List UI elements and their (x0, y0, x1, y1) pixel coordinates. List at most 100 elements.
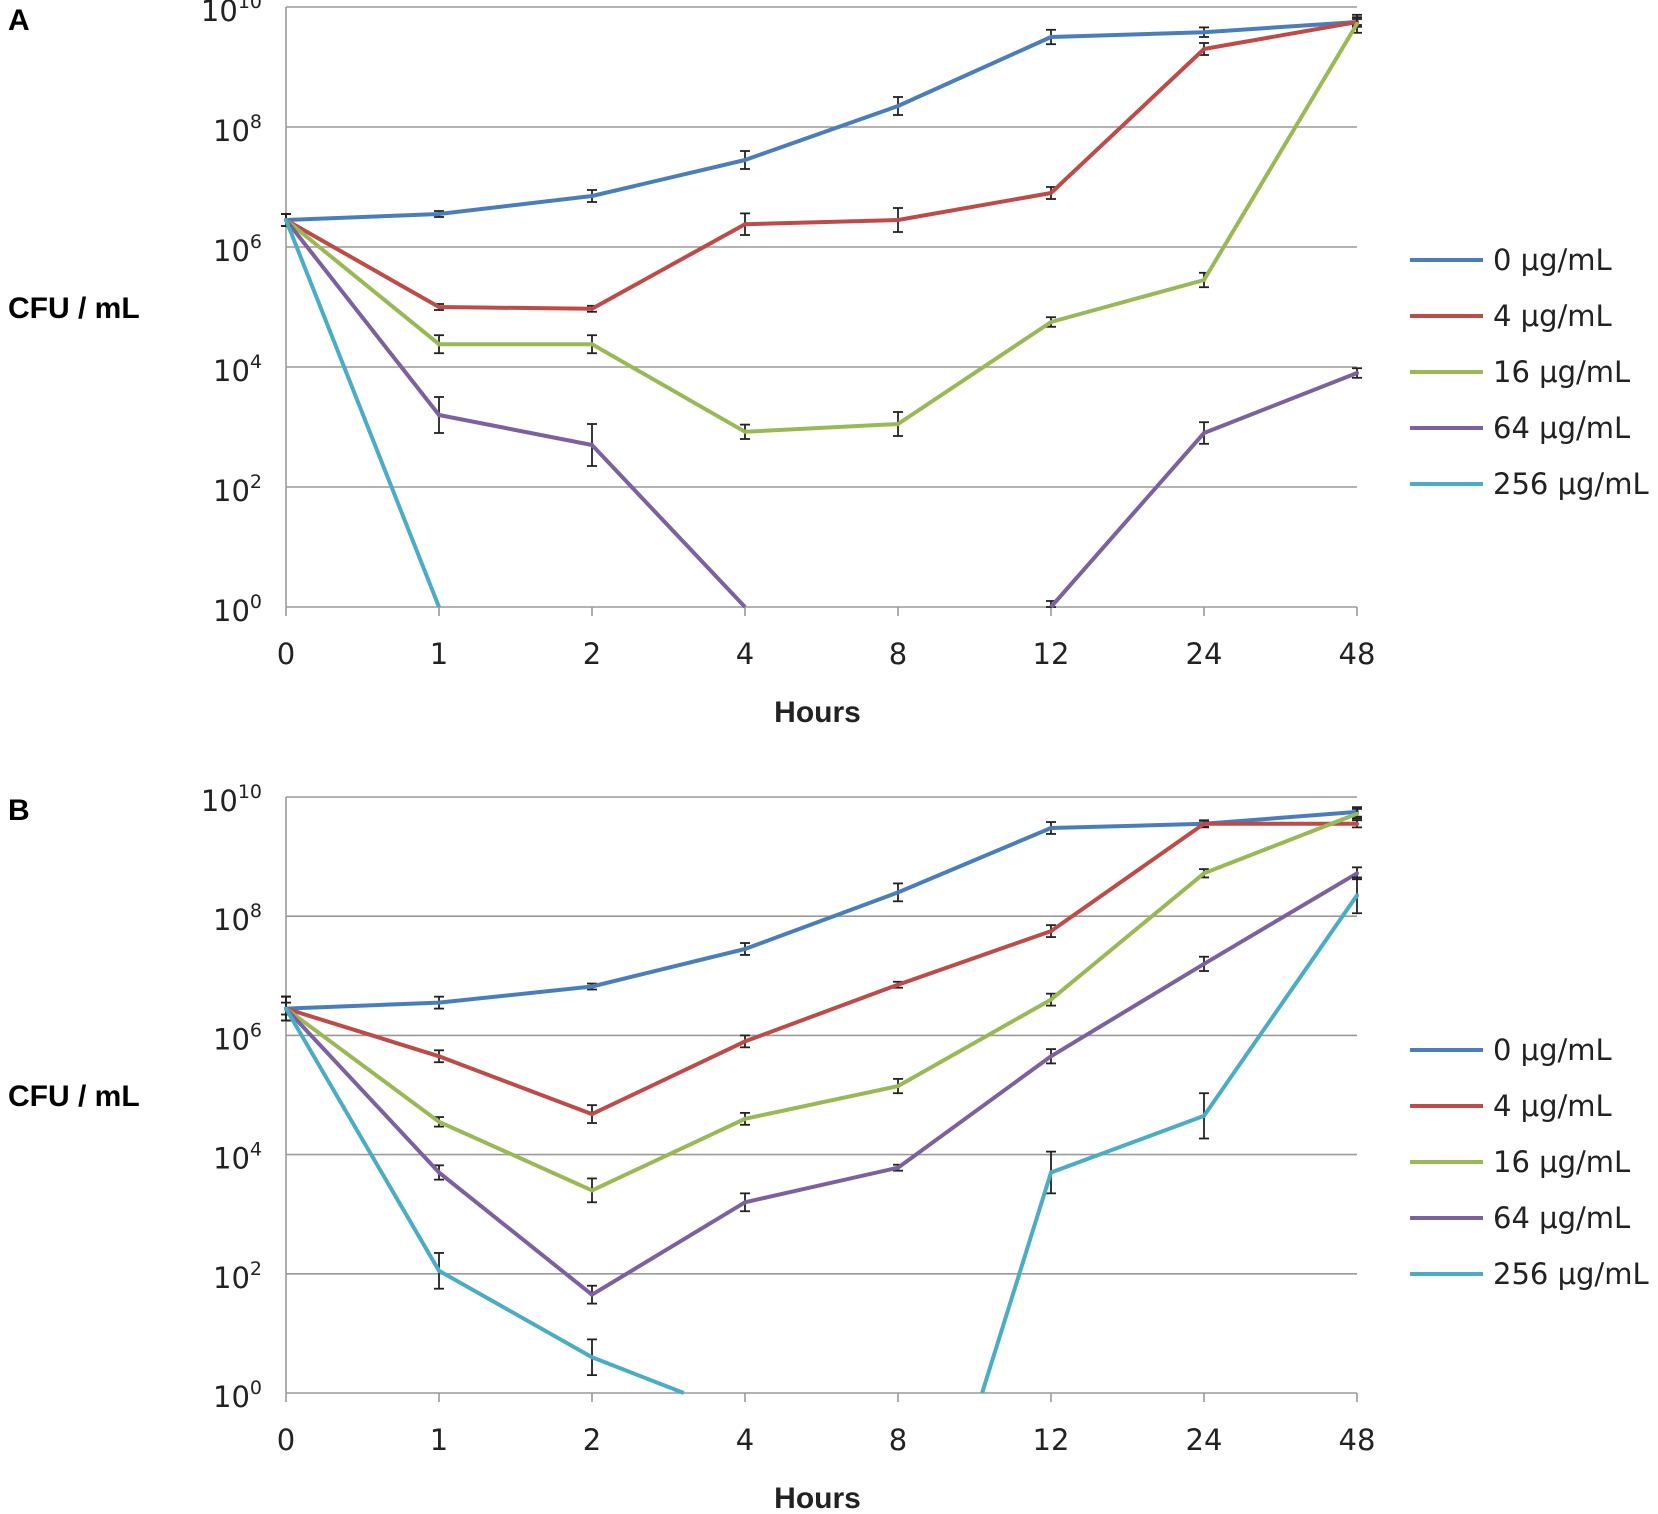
y-tick-label: 106 (213, 1019, 262, 1056)
data-point (590, 1355, 594, 1360)
series-4 (281, 213, 441, 608)
series-line (285, 20, 1358, 311)
data-point (896, 218, 900, 222)
x-tick-label: 48 (1339, 1423, 1376, 1457)
y-tick-label: 108 (213, 111, 262, 148)
x-tick-label: 8 (889, 1423, 907, 1457)
series-line (285, 821, 1357, 1117)
data-point (437, 342, 441, 347)
series-line (284, 22, 1359, 434)
data-point (590, 1292, 594, 1297)
legend-label: 256 μg/mL (1493, 1257, 1649, 1291)
x-tick-label: 12 (1033, 637, 1070, 671)
x-tick-label: 24 (1186, 637, 1223, 671)
y-tick-label: 102 (213, 1258, 262, 1295)
x-tick-label: 4 (736, 637, 754, 671)
data-point (896, 982, 900, 987)
legend-label: 256 μg/mL (1493, 467, 1649, 501)
data-point (1355, 821, 1359, 826)
series-line (284, 219, 441, 608)
x-axis-title: Hours (774, 1482, 861, 1514)
legend-label: 64 μg/mL (1493, 1201, 1630, 1235)
data-point (896, 1165, 900, 1170)
data-point (590, 194, 594, 198)
data-point (590, 1112, 594, 1117)
data-point (1049, 1170, 1053, 1175)
data-point (590, 342, 594, 347)
data-point (1049, 191, 1053, 195)
y-tick-label: 1010 (201, 0, 262, 28)
x-tick-label: 1 (430, 637, 448, 671)
data-point (1202, 1113, 1206, 1118)
series-0 (281, 806, 1362, 1016)
data-point (437, 1054, 441, 1059)
data-point (743, 158, 747, 162)
series-2 (281, 808, 1362, 1204)
data-point (1355, 21, 1359, 26)
data-point (743, 946, 747, 951)
data-point (1049, 825, 1053, 830)
series-2 (281, 13, 1362, 440)
legend-label: 16 μg/mL (1493, 355, 1630, 389)
data-point (590, 443, 594, 447)
x-tick-label: 24 (1186, 1423, 1223, 1457)
data-point (590, 1188, 594, 1193)
data-point (1202, 821, 1206, 826)
data-point (1049, 1054, 1053, 1059)
series-line (284, 871, 1359, 1297)
series-line (980, 894, 1359, 1394)
data-point (437, 1170, 441, 1175)
data-point (1049, 320, 1053, 324)
data-point (896, 1084, 900, 1089)
data-point (1049, 929, 1053, 934)
series-1 (281, 16, 1362, 313)
data-point (1049, 35, 1053, 39)
data-point (1202, 30, 1206, 35)
y-tick-label: 108 (213, 900, 262, 937)
x-tick-label: 0 (277, 1423, 295, 1457)
x-tick-label: 12 (1033, 1423, 1070, 1457)
data-point (1355, 811, 1359, 816)
series-line (284, 811, 1358, 1193)
data-point (1355, 871, 1359, 876)
x-tick-label: 2 (583, 637, 601, 671)
y-tick-label: 106 (213, 231, 262, 268)
series-line (285, 809, 1358, 1011)
y-tick-label: 1010 (201, 781, 262, 818)
y-tick-label: 100 (213, 1377, 262, 1414)
y-tick-label: 104 (213, 1139, 262, 1176)
data-point (590, 306, 594, 311)
legend-label: 0 μg/mL (1493, 243, 1612, 277)
y-tick-label: 100 (213, 591, 262, 628)
legend-label: 4 μg/mL (1493, 299, 1612, 333)
data-point (437, 305, 441, 309)
data-point (437, 1268, 441, 1273)
data-point (437, 1119, 441, 1124)
legend-label: 4 μg/mL (1493, 1089, 1612, 1123)
data-point (284, 1006, 288, 1011)
data-point (1202, 47, 1206, 51)
y-axis-title: CFU / mL (8, 1080, 140, 1113)
data-point (437, 413, 441, 417)
data-point (743, 1039, 747, 1044)
data-point (1202, 961, 1206, 966)
series-line (284, 1007, 685, 1395)
legend-label: 0 μg/mL (1493, 1033, 1612, 1067)
data-point (1202, 278, 1206, 282)
x-tick-label: 48 (1339, 637, 1376, 671)
legend-label: 16 μg/mL (1493, 1145, 1630, 1179)
x-tick-label: 1 (430, 1423, 448, 1457)
series-line (285, 20, 1358, 222)
data-point (590, 984, 594, 989)
series-0 (281, 18, 1362, 227)
data-point (896, 890, 900, 895)
x-tick-label: 2 (583, 1423, 601, 1457)
legend-label: 64 μg/mL (1493, 411, 1630, 445)
series-3 (281, 866, 1362, 1305)
data-point (437, 212, 441, 216)
x-tick-label: 0 (277, 637, 295, 671)
data-point (743, 222, 747, 227)
